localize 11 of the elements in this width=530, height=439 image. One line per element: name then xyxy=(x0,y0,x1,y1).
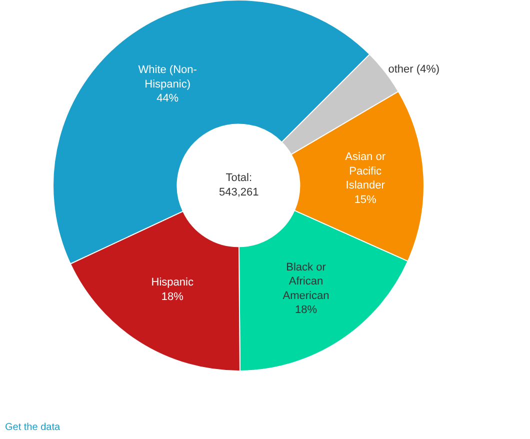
text: Total: 543,261 xyxy=(219,172,259,198)
slice-label: Asian or Pacific Islander xyxy=(345,150,386,192)
text: Get the data xyxy=(5,422,60,433)
slice-label: Hispanic xyxy=(151,276,194,289)
data-label: 18% xyxy=(161,290,184,303)
data-label: 44% xyxy=(156,92,179,105)
data-label: 18% xyxy=(294,304,318,316)
slice-label: other (4%) xyxy=(388,64,440,76)
slice-label: White (Non-Hispanic) xyxy=(138,64,198,90)
data-label: 15% xyxy=(354,194,377,206)
slice-label: Black or African American xyxy=(282,261,330,302)
